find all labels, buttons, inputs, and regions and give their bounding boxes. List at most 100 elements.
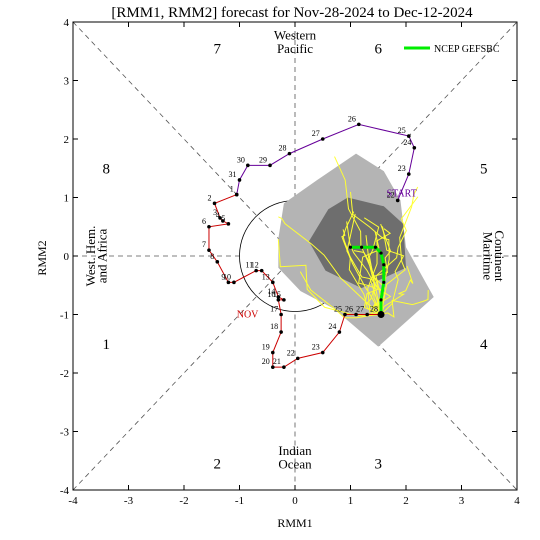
ensemble-member-track (363, 217, 382, 315)
forecast-track (348, 245, 386, 318)
x-tick-label: 1 (348, 495, 354, 507)
y-tick-label: 1 (64, 193, 70, 205)
observed-point (254, 268, 258, 273)
legend-entry-label: NCEP GEFSBC (434, 44, 500, 55)
ensemble-member-track (334, 156, 382, 315)
observed-point (320, 350, 325, 355)
observed-day-label: 1 (230, 185, 234, 194)
x-tick-label: 4 (514, 495, 520, 507)
observed-day-label: 4 (216, 211, 220, 220)
observed-point (357, 122, 361, 127)
legend: NCEP GEFSBC (404, 44, 500, 55)
y-tick-label: -1 (60, 310, 69, 322)
observed-day-label: 31 (229, 170, 237, 179)
forecast-point (379, 298, 383, 302)
observed-day-label: 25 (398, 126, 406, 135)
observed-point (276, 298, 281, 302)
observed-point (337, 330, 342, 334)
observed-day-label: 14 (267, 287, 275, 296)
observed-day-label: 13 (262, 272, 270, 281)
ensemble-member-track (380, 265, 414, 315)
observed-day-label: 27 (312, 129, 320, 138)
observed-point (271, 350, 275, 355)
observed-point (295, 356, 300, 361)
observed-point (276, 295, 281, 299)
forecast-point (379, 251, 383, 255)
x-tick-label: -2 (179, 495, 188, 507)
observed-track-line (208, 194, 382, 368)
phase-number: 5 (480, 161, 488, 177)
observed-day-label: 16 (267, 290, 275, 299)
observed-day-label: 21 (273, 357, 281, 366)
observed-point (234, 192, 239, 197)
observed-point (395, 198, 400, 203)
ensemble-member-track (367, 228, 392, 315)
observed-day-label: 6 (202, 217, 206, 226)
ensemble-member-track (346, 213, 382, 315)
x-tick-label: 3 (459, 495, 465, 507)
phase-number: 6 (375, 41, 383, 57)
phase-number: 2 (214, 457, 222, 473)
forecast-point (348, 245, 353, 249)
y-tick-label: 0 (64, 251, 70, 263)
phase-number: 3 (375, 457, 383, 473)
start-label: START (387, 188, 417, 199)
observed-point (212, 201, 217, 206)
y-tick-label: -3 (60, 427, 70, 439)
observed-point (218, 216, 222, 220)
ensemble-member-track (375, 196, 419, 315)
region-label-bottom: Ocean (278, 456, 312, 471)
region-label-bottom: Indian (278, 443, 312, 458)
observed-day-label: 15 (273, 290, 281, 299)
observed-point (320, 137, 325, 141)
y-tick-label: 4 (64, 17, 70, 29)
region-label-left: and Africa (94, 229, 109, 284)
ensemble-member-track (278, 216, 382, 315)
forecast-point (382, 280, 386, 284)
observed-point (226, 280, 231, 285)
observed-point (271, 280, 275, 285)
observed-day-label: 11 (245, 261, 253, 270)
phase-number: 4 (480, 337, 488, 353)
forecast-point (373, 245, 378, 249)
region-label-right: Maritime (481, 232, 496, 281)
observed-day-label: 7 (202, 240, 206, 249)
region-label-right: Continent (492, 230, 507, 282)
observed-point (282, 365, 286, 369)
observed-point (207, 248, 211, 252)
observed-day-label: 29 (259, 155, 267, 164)
observed-day-label: 28 (370, 305, 378, 314)
observed-day-label: 27 (356, 305, 364, 314)
observed-day-label: 22 (387, 190, 395, 199)
region-label-top: Western (274, 28, 317, 43)
ensemble-member-track (380, 290, 429, 318)
observed-point (268, 163, 272, 168)
observed-day-label: 23 (398, 164, 406, 173)
observed-day-label: 10 (223, 272, 231, 281)
observed-day-label: 30 (237, 155, 245, 164)
observed-day-label: 26 (348, 114, 356, 123)
observed-day-label: 19 (262, 343, 270, 352)
observed-point (279, 312, 283, 317)
observed-day-label: 25 (334, 305, 342, 314)
observed-point (365, 312, 369, 317)
phase-number: 8 (103, 161, 111, 177)
observed-day-label: 23 (312, 343, 320, 352)
observed-point (215, 260, 220, 264)
observed-point (207, 224, 211, 229)
phase-number: 7 (214, 41, 222, 57)
observed-day-label: 18 (270, 322, 278, 331)
observed-day-label: 17 (270, 305, 278, 314)
phase-number: 1 (103, 337, 111, 353)
y-tick-label: 2 (64, 134, 70, 146)
observed-day-label: 3 (213, 208, 217, 217)
y-tick-label: -4 (60, 485, 70, 497)
observed-point (226, 222, 231, 226)
ensemble-member-track (346, 221, 386, 315)
ensemble-member-track (370, 223, 392, 316)
observed-point (287, 151, 292, 156)
